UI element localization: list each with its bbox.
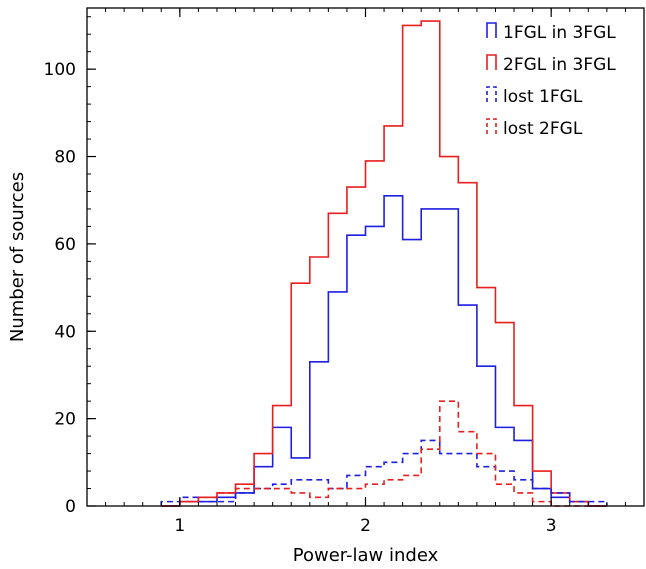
legend-label: lost 2FGL: [503, 119, 583, 139]
series-2-histogram: [160, 439, 608, 506]
series-3-histogram: [161, 400, 607, 507]
tick-labels: 1 2 3 0 20 40 60 80 100: [44, 60, 557, 536]
x-tick-label: 1: [174, 516, 185, 536]
legend-swatch: [486, 22, 497, 38]
x-tick-label: 2: [360, 516, 371, 536]
legend-label: 1FGL in 3FGL: [503, 23, 616, 43]
legend-swatch: [486, 86, 497, 102]
legend-swatch: [486, 54, 497, 70]
series-0-histogram: [161, 195, 607, 507]
y-tick-label: 100: [44, 60, 76, 80]
minor-ticks: [86, 8, 645, 507]
y-tick-label: 80: [54, 148, 76, 168]
series-1-histogram: [161, 20, 607, 507]
legend-label: 2FGL in 3FGL: [503, 55, 616, 75]
y-tick-label: 0: [65, 497, 76, 517]
x-tick-label: 3: [546, 516, 557, 536]
y-tick-label: 20: [54, 410, 76, 430]
legend-swatch: [486, 118, 497, 134]
legend: 1FGL in 3FGL 2FGL in 3FGL lost 1FGL lost 2F…: [486, 22, 616, 139]
plot-frame: [86, 7, 645, 507]
legend-label: lost 1FGL: [503, 87, 583, 107]
y-tick-label: 60: [54, 235, 76, 255]
y-tick-label: 40: [54, 322, 76, 342]
series-layer: [160, 20, 608, 507]
x-axis-title: Power-law index: [293, 545, 439, 566]
y-axis-title: Number of sources: [7, 172, 28, 342]
